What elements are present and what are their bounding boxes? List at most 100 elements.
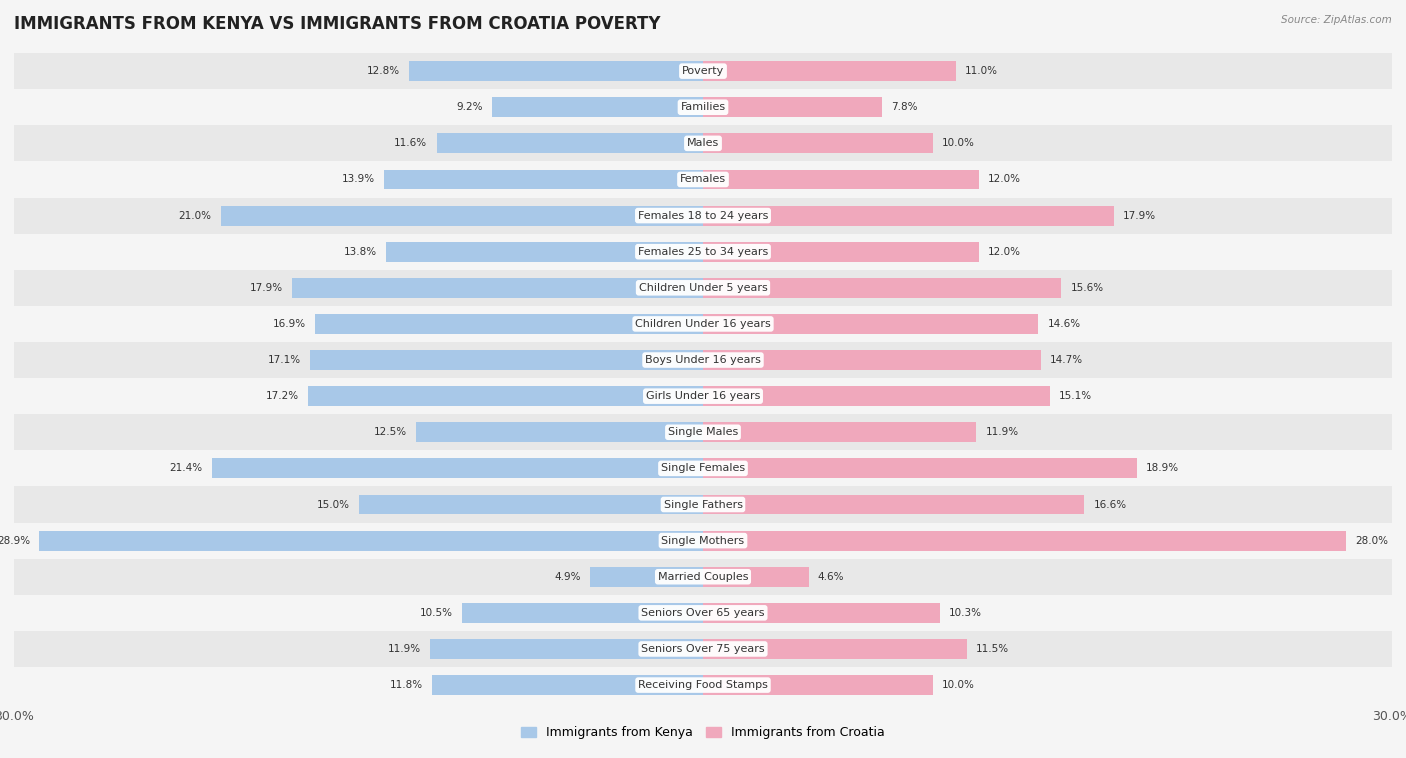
Text: Boys Under 16 years: Boys Under 16 years (645, 355, 761, 365)
Text: Families: Families (681, 102, 725, 112)
Text: 11.6%: 11.6% (394, 139, 427, 149)
Text: 15.1%: 15.1% (1059, 391, 1092, 401)
Bar (387, 242, 703, 262)
Bar (14, 450, 1392, 487)
Bar (14, 53, 1392, 89)
Text: 4.9%: 4.9% (555, 572, 581, 581)
Text: Seniors Over 65 years: Seniors Over 65 years (641, 608, 765, 618)
Text: Single Mothers: Single Mothers (661, 536, 745, 546)
Text: 21.4%: 21.4% (169, 463, 202, 474)
Text: 10.0%: 10.0% (942, 680, 974, 690)
Bar (437, 133, 703, 153)
Text: IMMIGRANTS FROM KENYA VS IMMIGRANTS FROM CROATIA POVERTY: IMMIGRANTS FROM KENYA VS IMMIGRANTS FROM… (14, 15, 661, 33)
Text: 13.8%: 13.8% (344, 246, 377, 257)
Text: 4.6%: 4.6% (818, 572, 845, 581)
Text: Children Under 16 years: Children Under 16 years (636, 319, 770, 329)
Bar (703, 314, 1038, 334)
Bar (311, 350, 703, 370)
Bar (409, 61, 703, 81)
Text: 17.9%: 17.9% (1123, 211, 1156, 221)
Bar (14, 667, 1392, 703)
Bar (14, 522, 1392, 559)
Bar (14, 233, 1392, 270)
Bar (14, 125, 1392, 161)
Legend: Immigrants from Kenya, Immigrants from Croatia: Immigrants from Kenya, Immigrants from C… (516, 722, 890, 744)
Bar (292, 278, 703, 298)
Text: Married Couples: Married Couples (658, 572, 748, 581)
Text: Females: Females (681, 174, 725, 184)
Bar (703, 567, 808, 587)
Bar (14, 161, 1392, 198)
Text: 11.8%: 11.8% (389, 680, 423, 690)
Text: 16.6%: 16.6% (1094, 500, 1126, 509)
Text: Single Females: Single Females (661, 463, 745, 474)
Bar (703, 639, 967, 659)
Text: 12.0%: 12.0% (988, 174, 1021, 184)
Text: 10.3%: 10.3% (949, 608, 981, 618)
Bar (703, 170, 979, 190)
Text: Poverty: Poverty (682, 66, 724, 76)
Bar (221, 205, 703, 226)
Bar (703, 494, 1084, 515)
Bar (461, 603, 703, 623)
Text: 17.9%: 17.9% (250, 283, 283, 293)
Text: 15.6%: 15.6% (1070, 283, 1104, 293)
Text: Single Fathers: Single Fathers (664, 500, 742, 509)
Text: 11.9%: 11.9% (388, 644, 420, 654)
Bar (14, 306, 1392, 342)
Bar (39, 531, 703, 550)
Text: 17.1%: 17.1% (269, 355, 301, 365)
Text: 15.0%: 15.0% (316, 500, 349, 509)
Text: 12.0%: 12.0% (988, 246, 1021, 257)
Bar (703, 675, 932, 695)
Bar (14, 414, 1392, 450)
Text: 28.0%: 28.0% (1355, 536, 1388, 546)
Bar (703, 278, 1062, 298)
Bar (703, 387, 1050, 406)
Bar (703, 459, 1137, 478)
Bar (432, 675, 703, 695)
Bar (14, 559, 1392, 595)
Text: Receiving Food Stamps: Receiving Food Stamps (638, 680, 768, 690)
Text: Children Under 5 years: Children Under 5 years (638, 283, 768, 293)
Text: 13.9%: 13.9% (342, 174, 374, 184)
Bar (14, 487, 1392, 522)
Text: Girls Under 16 years: Girls Under 16 years (645, 391, 761, 401)
Text: 12.8%: 12.8% (367, 66, 399, 76)
Text: 14.7%: 14.7% (1050, 355, 1083, 365)
Text: 11.5%: 11.5% (976, 644, 1010, 654)
Bar (703, 61, 956, 81)
Bar (14, 270, 1392, 306)
Text: Seniors Over 75 years: Seniors Over 75 years (641, 644, 765, 654)
Text: 9.2%: 9.2% (456, 102, 482, 112)
Text: 11.0%: 11.0% (965, 66, 998, 76)
Bar (416, 422, 703, 442)
Bar (14, 89, 1392, 125)
Bar (359, 494, 703, 515)
Bar (703, 531, 1346, 550)
Bar (703, 350, 1040, 370)
Text: 14.6%: 14.6% (1047, 319, 1081, 329)
Bar (211, 459, 703, 478)
Bar (430, 639, 703, 659)
Text: 7.8%: 7.8% (891, 102, 918, 112)
Bar (703, 422, 976, 442)
Bar (384, 170, 703, 190)
Text: 10.0%: 10.0% (942, 139, 974, 149)
Bar (703, 242, 979, 262)
Text: 21.0%: 21.0% (179, 211, 211, 221)
Bar (703, 205, 1114, 226)
Text: 28.9%: 28.9% (0, 536, 30, 546)
Bar (315, 314, 703, 334)
Text: 16.9%: 16.9% (273, 319, 305, 329)
Text: Single Males: Single Males (668, 428, 738, 437)
Text: 10.5%: 10.5% (419, 608, 453, 618)
Bar (14, 595, 1392, 631)
Text: 11.9%: 11.9% (986, 428, 1018, 437)
Text: 17.2%: 17.2% (266, 391, 299, 401)
Text: 12.5%: 12.5% (374, 428, 406, 437)
Bar (703, 603, 939, 623)
Bar (591, 567, 703, 587)
Bar (14, 198, 1392, 233)
Text: Source: ZipAtlas.com: Source: ZipAtlas.com (1281, 15, 1392, 25)
